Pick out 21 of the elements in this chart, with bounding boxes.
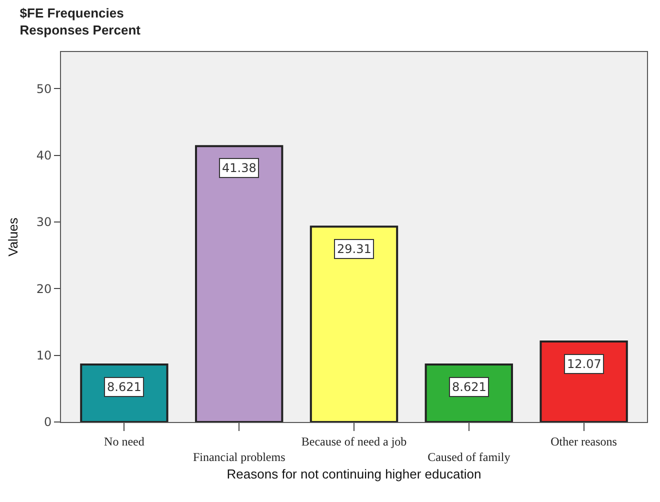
y-tick-label: 50 (36, 82, 52, 96)
y-tick-label: 30 (36, 215, 52, 230)
y-axis-title: Values (5, 217, 20, 256)
x-axis-title: Reasons for not continuing higher education (226, 466, 482, 482)
x-tick-label: Financial problems (192, 450, 286, 464)
chart-title: $FE Frequencies Responses Percent (20, 6, 142, 38)
x-tick-label: No need (104, 434, 144, 448)
y-tick-label: 40 (36, 148, 52, 163)
x-tick-label: Caused of family (428, 450, 510, 464)
data-label: 8.621 (107, 380, 142, 394)
y-tick-label: 10 (36, 348, 52, 363)
data-label: 12.07 (567, 357, 602, 371)
bar (195, 145, 284, 422)
y-tick-label: 20 (36, 282, 52, 296)
x-tick-label: Other reasons (550, 434, 618, 448)
bar (310, 226, 398, 422)
x-tick-label: Because of need a job (301, 434, 407, 448)
y-tick-label: 0 (44, 415, 52, 430)
data-label: 29.31 (337, 242, 372, 256)
data-label: 8.621 (452, 380, 486, 394)
data-label: 41.38 (222, 161, 256, 175)
